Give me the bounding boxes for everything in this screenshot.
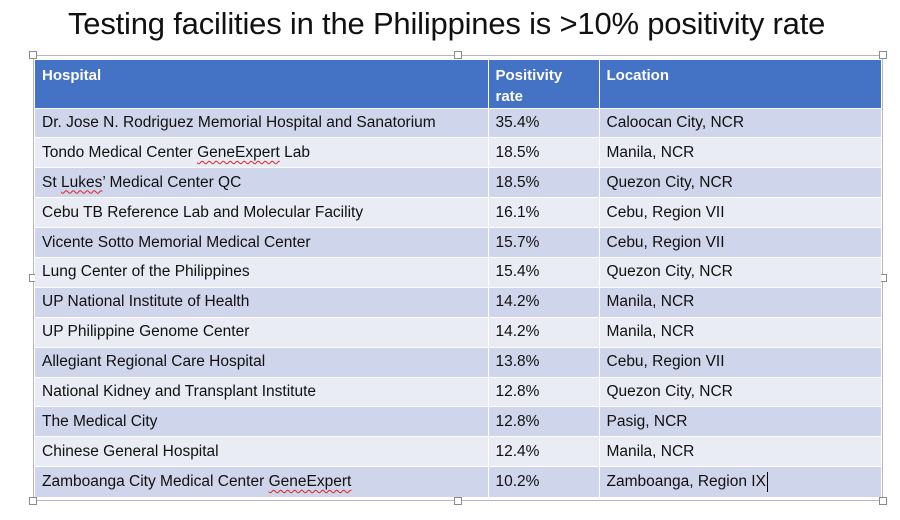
header-location[interactable]: Location bbox=[599, 60, 881, 108]
resize-handle-top-left[interactable] bbox=[29, 51, 37, 59]
cell-hospital[interactable]: Allegiant Regional Care Hospital bbox=[35, 346, 489, 378]
cell-positivity-rate[interactable]: 35.4% bbox=[488, 107, 600, 138]
cell-positivity-rate[interactable]: 16.1% bbox=[488, 197, 600, 228]
table-row: Vicente Sotto Memorial Medical Center 15… bbox=[35, 227, 881, 258]
spellcheck-flagged-word: GeneExpert bbox=[268, 472, 352, 490]
cell-location[interactable]: Caloocan City, NCR bbox=[599, 107, 881, 138]
cell-positivity-rate[interactable]: 15.7% bbox=[488, 227, 600, 258]
cell-location[interactable]: Manila, NCR bbox=[599, 436, 881, 467]
table-row: Allegiant Regional Care Hospital 13.8% C… bbox=[35, 346, 881, 378]
table-row: National Kidney and Transplant Institute… bbox=[35, 376, 881, 407]
cell-positivity-rate[interactable]: 12.8% bbox=[488, 376, 600, 407]
table-row: St Lukes’ Medical Center QC 18.5% Quezon… bbox=[35, 167, 881, 198]
resize-handle-bottom-left[interactable] bbox=[29, 497, 37, 505]
table-row: Lung Center of the Philippines 15.4% Que… bbox=[35, 256, 881, 288]
positivity-table[interactable]: Hospital Positivity rate Location Dr. Jo… bbox=[35, 60, 881, 497]
cell-hospital[interactable]: Dr. Jose N. Rodriguez Memorial Hospital … bbox=[35, 107, 489, 138]
table-header-row: Hospital Positivity rate Location bbox=[35, 60, 881, 108]
table-row: Zamboanga City Medical Center GeneExpert… bbox=[35, 466, 881, 497]
cell-hospital[interactable]: UP Philippine Genome Center bbox=[35, 316, 489, 348]
resize-handle-bottom-middle[interactable] bbox=[454, 497, 462, 505]
cell-positivity-rate[interactable]: 13.8% bbox=[488, 346, 600, 378]
cell-positivity-rate[interactable]: 12.8% bbox=[488, 406, 600, 437]
cell-hospital[interactable]: Zamboanga City Medical Center GeneExpert bbox=[35, 466, 489, 497]
cell-positivity-rate[interactable]: 18.5% bbox=[488, 137, 600, 168]
cell-hospital[interactable]: Tondo Medical Center GeneExpert Lab bbox=[35, 137, 489, 168]
cell-hospital[interactable]: St Lukes’ Medical Center QC bbox=[35, 167, 489, 198]
hospital-text: ’ Medical Center QC bbox=[102, 173, 242, 191]
table-row: UP Philippine Genome Center 14.2% Manila… bbox=[35, 316, 881, 348]
table-row: Tondo Medical Center GeneExpert Lab 18.5… bbox=[35, 137, 881, 168]
cell-hospital[interactable]: National Kidney and Transplant Institute bbox=[35, 376, 489, 407]
resize-handle-top-right[interactable] bbox=[879, 51, 887, 59]
cell-hospital[interactable]: UP National Institute of Health bbox=[35, 286, 489, 318]
cell-location[interactable]: Quezon City, NCR bbox=[599, 167, 881, 198]
cell-location[interactable]: Cebu, Region VII bbox=[599, 197, 881, 228]
cell-hospital[interactable]: Lung Center of the Philippines bbox=[35, 256, 489, 288]
cell-positivity-rate[interactable]: 15.4% bbox=[488, 256, 600, 288]
text-caret bbox=[766, 471, 768, 492]
cell-location[interactable]: Zamboanga, Region IX bbox=[599, 466, 881, 497]
table-selection-frame[interactable] bbox=[29, 51, 887, 505]
table-row: Chinese General Hospital 12.4% Manila, N… bbox=[35, 436, 881, 467]
hospital-text: St bbox=[42, 173, 61, 191]
cell-location[interactable]: Quezon City, NCR bbox=[599, 256, 881, 288]
spellcheck-flagged-word: GeneExpert bbox=[197, 143, 280, 161]
location-text: Zamboanga, Region IX bbox=[606, 472, 766, 490]
cell-hospital[interactable]: Vicente Sotto Memorial Medical Center bbox=[35, 227, 489, 258]
hospital-text: Tondo Medical Center bbox=[42, 143, 198, 161]
cell-location[interactable]: Cebu, Region VII bbox=[599, 227, 881, 258]
cell-positivity-rate[interactable]: 18.5% bbox=[488, 167, 600, 198]
spellcheck-flagged-word: Lukes bbox=[60, 173, 103, 191]
cell-hospital[interactable]: Cebu TB Reference Lab and Molecular Faci… bbox=[35, 197, 489, 228]
cell-location[interactable]: Cebu, Region VII bbox=[599, 346, 881, 378]
cell-location[interactable]: Pasig, NCR bbox=[599, 406, 881, 437]
header-positivity-rate[interactable]: Positivity rate bbox=[488, 60, 600, 108]
cell-positivity-rate[interactable]: 12.4% bbox=[488, 436, 600, 467]
table-row: Dr. Jose N. Rodriguez Memorial Hospital … bbox=[35, 107, 881, 138]
hospital-text: Lab bbox=[279, 143, 310, 161]
cell-positivity-rate[interactable]: 10.2% bbox=[488, 466, 600, 497]
cell-location[interactable]: Manila, NCR bbox=[599, 286, 881, 318]
resize-handle-top-middle[interactable] bbox=[454, 51, 462, 59]
cell-location[interactable]: Quezon City, NCR bbox=[599, 376, 881, 407]
cell-location[interactable]: Manila, NCR bbox=[599, 316, 881, 348]
table-row: The Medical City 12.8% Pasig, NCR bbox=[35, 406, 881, 437]
cell-location[interactable]: Manila, NCR bbox=[599, 137, 881, 168]
cell-positivity-rate[interactable]: 14.2% bbox=[488, 286, 600, 318]
table-row: UP National Institute of Health 14.2% Ma… bbox=[35, 286, 881, 318]
cell-positivity-rate[interactable]: 14.2% bbox=[488, 316, 600, 348]
slide-title: Testing facilities in the Philippines is… bbox=[68, 6, 826, 41]
table-row: Cebu TB Reference Lab and Molecular Faci… bbox=[35, 197, 881, 228]
cell-hospital[interactable]: Chinese General Hospital bbox=[35, 436, 489, 467]
resize-handle-bottom-right[interactable] bbox=[879, 497, 887, 505]
header-hospital[interactable]: Hospital bbox=[35, 60, 489, 108]
hospital-text: Zamboanga City Medical Center bbox=[42, 472, 269, 490]
cell-hospital[interactable]: The Medical City bbox=[35, 406, 489, 437]
